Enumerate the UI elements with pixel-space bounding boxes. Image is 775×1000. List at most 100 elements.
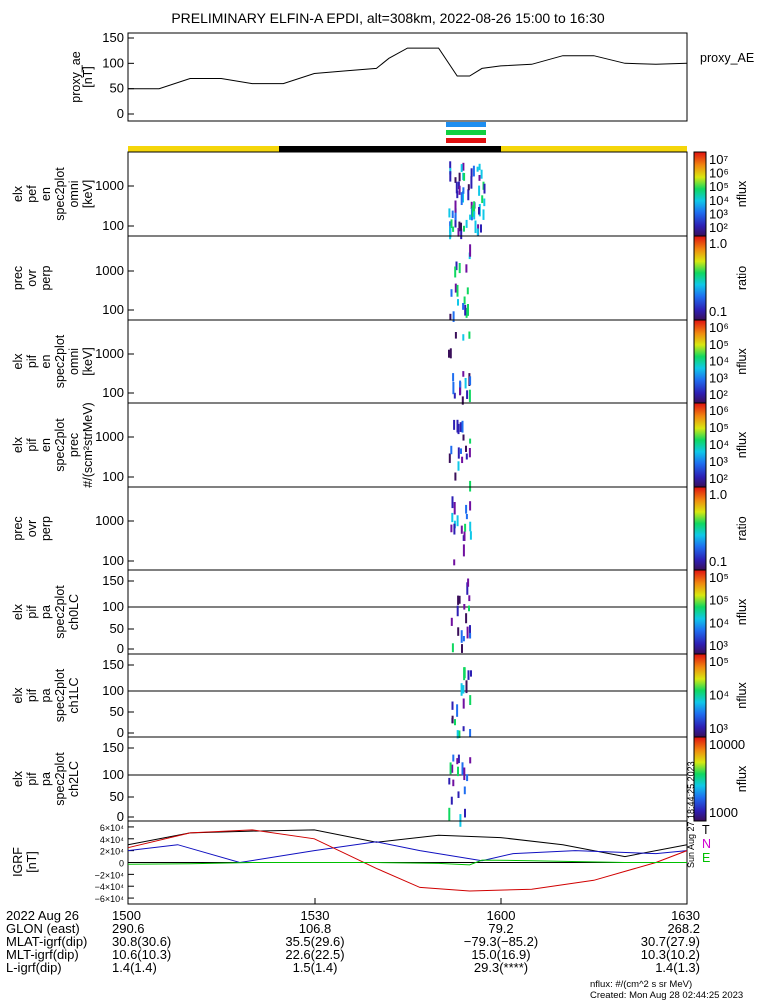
panel-frame	[127, 319, 688, 404]
spectrogram-pixel	[466, 582, 469, 595]
xaxis-cell: 1500	[112, 908, 141, 923]
spectrogram-pixel	[460, 164, 463, 173]
panel-ytick-label: 150	[102, 657, 124, 672]
colorbar-label-group: nflux	[735, 598, 749, 625]
panel-ylabel-line: pif	[25, 772, 39, 786]
panel-ylabel-line-group: spec2plot	[53, 334, 67, 388]
footer-units: nflux: #/(cm^2 s sr MeV)	[590, 979, 692, 990]
panel-ylabel-line: elx	[11, 436, 25, 453]
colorbar	[693, 736, 707, 822]
spectrogram-pixel	[453, 523, 456, 535]
xaxis-cell: 29.3(****)	[474, 960, 528, 975]
colorbar-tick-label: 1000	[709, 805, 738, 820]
colorbar-tick-label: 10⁵	[709, 593, 729, 608]
spectrogram-pixel	[476, 166, 479, 172]
panel-ytick-label: 100	[102, 385, 124, 400]
spectrogram-pixel	[483, 183, 486, 194]
spectrogram-pixel	[448, 349, 450, 358]
panel-ytick-label: 1000	[95, 429, 124, 444]
spectrogram-pixel	[465, 453, 468, 460]
spectrogram-pixel	[451, 512, 454, 523]
igrf-legend-entry: T	[702, 823, 710, 837]
panel-frame	[127, 235, 688, 321]
colorbar-label-group: nflux	[735, 431, 749, 458]
ae-ytick-label: 0	[117, 106, 124, 121]
spectrogram-pixel	[469, 376, 472, 386]
igrf-legend-entry: E	[702, 851, 710, 865]
panel-frame	[127, 653, 688, 738]
panel-ylabel-line-group: ch2LC	[67, 761, 81, 797]
proxy-ae-panel: 150 100 50 0 proxy_AE proxy_ae[nT]	[69, 30, 754, 122]
spectrogram-pixel	[449, 348, 452, 359]
spectrogram-pixel	[462, 371, 465, 377]
panel-ytick-label: 150	[102, 740, 124, 755]
panel-ytick-label: 100	[102, 469, 124, 484]
spectrogram-pixel	[456, 605, 459, 617]
spectrogram-pixel	[454, 177, 457, 183]
spectrogram-pixel	[466, 390, 469, 399]
spectrogram-pixel	[458, 730, 461, 739]
spectrogram-pixel	[468, 595, 471, 602]
panel-ytick-label: 150	[102, 573, 124, 588]
spectrogram-pixel	[450, 219, 453, 228]
panel-elx_pif_pa_spec2plot_ch0LC: 150 100 50 0 10⁵ 10⁵ 10⁴ 10³ nflux elx pif pa spec2p…	[11, 569, 749, 656]
colorbar	[693, 402, 707, 488]
spectrogram-pixel	[456, 515, 459, 527]
spectrogram-pixel	[452, 754, 455, 762]
panel-elx_pif_en_spec2plot_prec: 1000 100 10⁶ 10⁵ 10⁴ 10³ 10² nflux elx pif en spec2…	[11, 402, 749, 492]
spectrogram-pixel	[454, 472, 457, 481]
colorbar-tick-label: 10⁶	[709, 166, 729, 181]
spectrogram-pixel	[478, 185, 481, 196]
colorbar-label-group: ratio	[735, 266, 749, 290]
ae-ytick-label: 150	[102, 30, 124, 45]
spectrogram-pixel	[457, 299, 459, 306]
panel-ylabel: prec ovr perp	[11, 265, 53, 290]
colorbar-label-group: nflux	[735, 765, 749, 792]
spectrogram-pixel	[457, 766, 459, 777]
xaxis-cell: 1.5(1.4)	[293, 960, 338, 975]
colorbar-tick-label: 10⁶	[709, 403, 729, 418]
spectrogram-pixel	[470, 670, 472, 677]
spectrogram-pixel	[480, 169, 483, 179]
panel-ylabel-line-group: spec2plot	[53, 418, 67, 472]
igrf-ytick-label: −6×10⁴	[95, 894, 125, 904]
spectrogram-pixel	[469, 214, 472, 220]
xaxis-cell: 79.2	[488, 921, 513, 936]
spectrogram-pixel	[453, 559, 456, 566]
ae-ytick-label: 100	[102, 55, 124, 70]
spectrogram-pixel	[451, 715, 454, 724]
spectrogram-pixel	[450, 445, 453, 455]
panel-ylabel-line: en	[39, 355, 53, 369]
spectrogram-pixel	[469, 729, 472, 737]
spectrogram-pixel	[456, 758, 459, 765]
spectrogram-pixel	[482, 209, 485, 220]
panel-ylabel-line: spec2plot	[53, 334, 67, 388]
panel-ylabel-line-group: elx	[11, 353, 25, 370]
spectrogram-pixel	[457, 754, 460, 764]
spectrogram-pixel	[478, 163, 481, 171]
panel-ylabel-line: ch1LC	[67, 677, 81, 713]
panel-ylabel-line-group: ch1LC	[67, 677, 81, 713]
colorbar-label: nflux	[735, 348, 749, 375]
igrf-ytick-label: −4×10⁴	[95, 882, 125, 892]
igrf-ytick-label: −2×10⁴	[95, 870, 125, 880]
colorbar-label-group: nflux	[735, 180, 749, 207]
spectrogram-pixel	[452, 779, 455, 787]
colorbar-tick-label: 10²	[709, 471, 728, 486]
xaxis-cell: 10.3(10.2)	[641, 947, 700, 962]
spectrogram-pixel	[464, 523, 467, 532]
spectrogram-pixel	[456, 704, 459, 717]
spectrogram-pixel	[457, 181, 460, 190]
panel-ytick-label: 50	[110, 789, 124, 804]
spectrogram-pixel	[469, 695, 472, 706]
spectrogram-pixel	[463, 767, 466, 781]
colorbar-tick-label: 10³	[709, 638, 728, 653]
xaxis-row-label: MLAT-igrf(dip)	[6, 934, 87, 949]
spectrogram-pixel	[462, 334, 465, 341]
panel-ylabel-line: spec2plot	[53, 167, 67, 221]
panel-ylabel-line: spec2plot	[53, 752, 67, 806]
spectrogram-pixel	[453, 502, 456, 515]
colorbar-tick-label: 10⁵	[709, 420, 729, 435]
panel-ylabel: elx pif en spec2plot omni [keV]	[11, 334, 95, 388]
